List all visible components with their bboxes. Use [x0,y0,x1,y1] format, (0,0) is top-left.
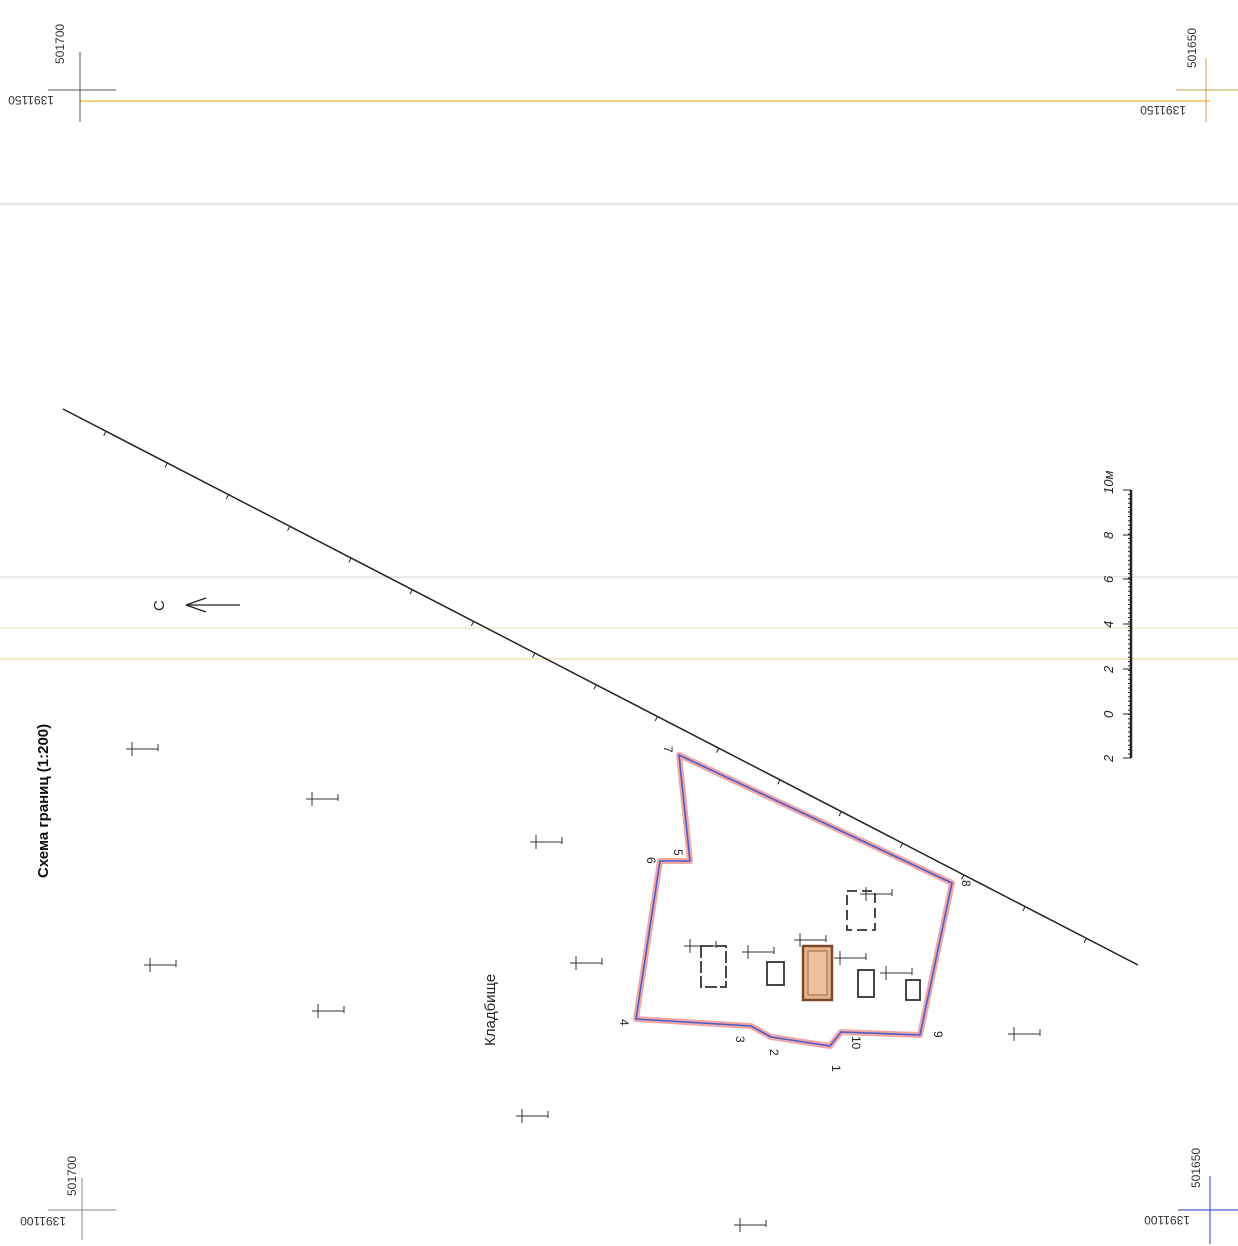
outbuilding [857,969,875,998]
coord-bottom-right-y: 1391100 [1144,1213,1190,1227]
scale-label: 10м [1101,471,1116,494]
road-tick [838,811,842,817]
road-tick [409,589,413,595]
road-tick [654,716,658,722]
corner-cross-bottom-right [1178,1176,1238,1244]
road-line [62,408,1139,966]
outbuilding-ruin [846,890,876,931]
road-tick [899,843,904,848]
boundary-point-3: 3 [733,1036,747,1043]
corner-cross-top-left [48,52,116,122]
coord-bottom-right-x: 501650 [1189,1148,1203,1188]
boundary-point-5: 5 [671,849,685,856]
road-tick [225,494,229,500]
boundary-point-2: 2 [767,1049,781,1056]
building-inner [807,950,828,996]
road-tick [532,652,536,658]
north-arrow: С [151,597,240,613]
map-title: Схема границ (1:200) [35,724,52,878]
coord-bottom-left-y: 1391100 [20,1214,66,1228]
scale-bar: 2 0 2 4 6 8 10м [1101,471,1133,763]
road-tick [777,779,781,785]
north-label: С [151,600,168,611]
coord-bottom-left-x: 501700 [65,1156,79,1196]
coord-top-right-x: 501650 [1185,28,1199,68]
road-tick [593,684,597,690]
road-tick [961,874,965,880]
corner-cross-bottom-left [48,1178,116,1240]
road-tick [103,431,107,436]
corner-cross-top-right [1176,58,1238,122]
outbuilding [700,945,727,988]
boundary-point-1: 1 [829,1065,843,1072]
outbuilding [766,961,785,986]
road-tick [164,462,168,468]
boundary-point-4: 4 [617,1019,631,1026]
road-tick [1083,938,1087,943]
scale-label: 2 [1101,665,1116,674]
scale-label: 8 [1101,531,1116,539]
boundary-point-6: 6 [644,857,658,864]
boundary-point-8: 8 [959,880,973,887]
road-tick [287,526,291,531]
scale-label: 4 [1101,621,1116,628]
place-label-cemetery: Кладбище [482,974,499,1046]
scale-label: 0 [1101,710,1116,718]
road-tick [1022,906,1026,912]
boundary-point-7: 7 [661,746,675,753]
boundary-point-10: 10 [849,1036,863,1050]
coord-top-left-y: 1391150 [8,93,54,107]
road-tick [470,621,475,627]
scale-label: 6 [1101,575,1116,583]
parcel-boundary[interactable] [635,754,953,1047]
coord-top-right-y: 1391150 [1140,103,1186,117]
road-tick [716,747,720,753]
outbuilding [905,979,921,1001]
coord-top-left-x: 501700 [53,24,67,64]
road-tick [348,557,352,563]
scale-label: 2 [1101,754,1116,763]
boundary-point-9: 9 [931,1031,945,1038]
